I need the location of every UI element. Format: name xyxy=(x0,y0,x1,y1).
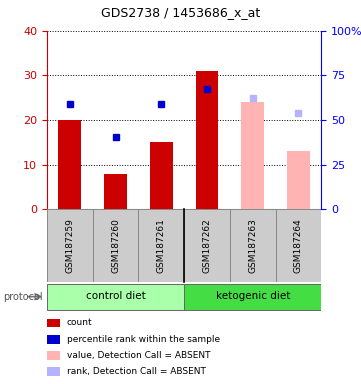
Bar xyxy=(275,209,321,282)
Bar xyxy=(287,151,310,209)
Text: GSM187262: GSM187262 xyxy=(203,218,212,273)
Text: value, Detection Call = ABSENT: value, Detection Call = ABSENT xyxy=(67,351,210,360)
Text: GSM187263: GSM187263 xyxy=(248,218,257,273)
Bar xyxy=(58,120,81,209)
Bar xyxy=(230,209,275,282)
Bar xyxy=(196,71,218,209)
Bar xyxy=(138,209,184,282)
Bar xyxy=(47,209,93,282)
Text: percentile rank within the sample: percentile rank within the sample xyxy=(67,335,220,344)
Bar xyxy=(47,284,184,310)
Text: GSM187259: GSM187259 xyxy=(65,218,74,273)
Bar xyxy=(93,209,138,282)
Bar xyxy=(150,142,173,209)
Text: GSM187260: GSM187260 xyxy=(111,218,120,273)
Text: count: count xyxy=(67,318,92,328)
Text: GDS2738 / 1453686_x_at: GDS2738 / 1453686_x_at xyxy=(101,6,260,19)
Bar xyxy=(184,284,321,310)
Bar xyxy=(104,174,127,209)
Bar xyxy=(184,209,230,282)
Text: ketogenic diet: ketogenic diet xyxy=(216,291,290,301)
Text: protocol: protocol xyxy=(4,291,43,302)
Text: rank, Detection Call = ABSENT: rank, Detection Call = ABSENT xyxy=(67,367,206,376)
Text: GSM187261: GSM187261 xyxy=(157,218,166,273)
Bar xyxy=(241,102,264,209)
Text: control diet: control diet xyxy=(86,291,145,301)
Text: GSM187264: GSM187264 xyxy=(294,218,303,273)
